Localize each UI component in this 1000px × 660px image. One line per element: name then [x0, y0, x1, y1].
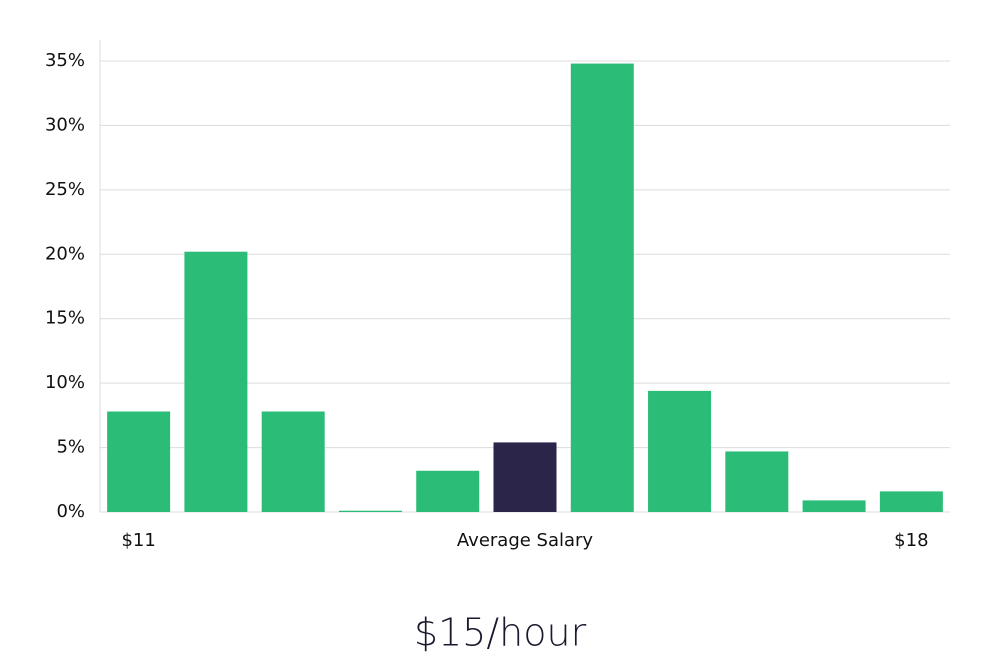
y-tick-label: 25%	[45, 179, 85, 200]
y-tick-label: 5%	[56, 437, 85, 458]
x-tick-label: $18	[894, 530, 928, 551]
y-tick-label: 35%	[45, 50, 85, 71]
bar	[493, 442, 557, 512]
bar	[107, 411, 171, 512]
bar	[416, 470, 480, 512]
bar	[648, 390, 712, 512]
y-tick-label: 0%	[56, 501, 85, 522]
y-tick-label: 10%	[45, 372, 85, 393]
bar	[570, 63, 634, 512]
chart-title: $15/hour	[414, 611, 587, 655]
y-tick-label: 20%	[45, 243, 85, 264]
bar	[184, 251, 248, 512]
bar	[261, 411, 325, 512]
bar	[802, 500, 866, 512]
x-tick-label: $11	[121, 530, 155, 551]
x-tick-label: Average Salary	[457, 530, 594, 551]
y-tick-label: 30%	[45, 114, 85, 135]
bar	[338, 510, 402, 512]
y-tick-label: 15%	[45, 308, 85, 329]
bar	[879, 491, 943, 512]
bar	[725, 451, 789, 512]
